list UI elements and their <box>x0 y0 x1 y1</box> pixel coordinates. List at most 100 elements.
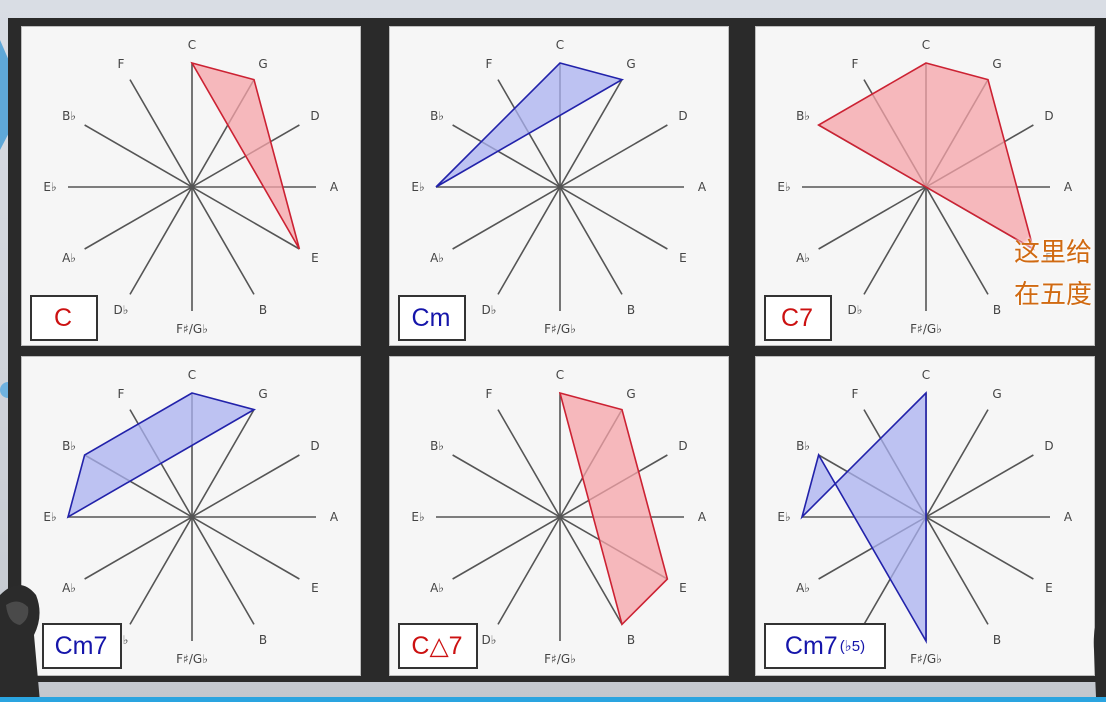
note-label: B♭ <box>796 439 810 453</box>
note-label: G <box>626 387 635 401</box>
note-label: F <box>486 387 493 401</box>
note-label: A♭ <box>796 251 810 265</box>
note-label: F♯/G♭ <box>176 322 208 336</box>
note-label: A <box>698 510 707 524</box>
chord-polygon <box>66 392 257 519</box>
note-label: D <box>1044 439 1053 453</box>
note-label: D <box>1044 109 1053 123</box>
note-label: A <box>1064 180 1073 194</box>
note-label: D <box>310 439 319 453</box>
subtitle-line-2: 在五度 <box>1014 280 1093 310</box>
note-label: A♭ <box>430 251 444 265</box>
note-label: D <box>678 439 687 453</box>
note-label: C <box>188 38 196 52</box>
chord-name: Cm <box>411 303 451 332</box>
note-label: D♭ <box>482 303 497 317</box>
chord-panel-cmaj7: C G D A E B F♯/G♭ D♭ A♭ E♭ B♭ F C△7 <box>389 356 729 676</box>
note-label: C <box>188 368 196 382</box>
note-label: A <box>698 180 707 194</box>
note-label: E <box>311 251 319 265</box>
note-label: D♭ <box>482 633 497 647</box>
presenter-silhouette <box>0 585 40 702</box>
note-label: B <box>627 633 635 647</box>
bottom-accent-bar <box>0 697 1106 702</box>
chord-panel-c: C G D A E B F♯/G♭ D♭ A♭ E♭ B♭ F C <box>21 26 361 346</box>
note-label: C <box>556 38 564 52</box>
note-label: D <box>310 109 319 123</box>
note-label: B <box>627 303 635 317</box>
chord-polygon <box>558 391 669 626</box>
note-label: A♭ <box>62 251 76 265</box>
chord-panel-cm: C G D A E B F♯/G♭ D♭ A♭ E♭ B♭ F Cm <box>389 26 729 346</box>
chord-name-box: C <box>30 295 98 341</box>
chord-suffix: (♭5) <box>839 638 866 655</box>
note-label: B <box>993 633 1001 647</box>
note-label: A♭ <box>430 581 444 595</box>
note-label: A♭ <box>796 581 810 595</box>
chord-name-box: C7 <box>764 295 832 341</box>
chord-polygon <box>435 62 625 188</box>
note-label: F♯/G♭ <box>910 652 942 666</box>
note-label: E♭ <box>43 510 56 524</box>
chord-name-box: Cm7 <box>42 623 122 669</box>
note-label: D <box>678 109 687 123</box>
note-label: G <box>992 57 1001 71</box>
note-label: B♭ <box>62 439 76 453</box>
note-label: B <box>259 303 267 317</box>
note-label: F <box>852 57 859 71</box>
note-label: F <box>852 387 859 401</box>
note-label: E <box>679 581 687 595</box>
chord-panel-c7: C G D A E B F♯/G♭ D♭ A♭ E♭ B♭ F C7 <box>755 26 1095 346</box>
note-label: B♭ <box>796 109 810 123</box>
note-label: G <box>258 387 267 401</box>
note-label: B♭ <box>430 439 444 453</box>
note-label: G <box>992 387 1001 401</box>
chord-polygon <box>800 391 927 644</box>
note-label: A <box>330 510 339 524</box>
note-label: F <box>118 387 125 401</box>
note-label: G <box>258 57 267 71</box>
note-label: C <box>922 38 930 52</box>
note-label: C <box>922 368 930 382</box>
note-label: E♭ <box>43 180 56 194</box>
note-label: A <box>1064 510 1073 524</box>
subtitle-line-1: 这里给 <box>1014 238 1093 268</box>
note-label: E♭ <box>777 510 790 524</box>
note-label: B <box>259 633 267 647</box>
wheel-spoke <box>497 409 623 625</box>
note-label: D♭ <box>114 303 129 317</box>
note-label: F <box>486 57 493 71</box>
note-label: E♭ <box>411 510 424 524</box>
note-label: F♯/G♭ <box>176 652 208 666</box>
note-label: E <box>311 581 319 595</box>
chord-name-box: C△7 <box>398 623 478 669</box>
note-label: E <box>679 251 687 265</box>
note-label: E <box>1045 581 1053 595</box>
note-label: D♭ <box>848 303 863 317</box>
note-label: E♭ <box>777 180 790 194</box>
note-label: A <box>330 180 339 194</box>
chord-name: Cm7 <box>54 631 108 660</box>
note-label: E♭ <box>411 180 424 194</box>
note-label: G <box>626 57 635 71</box>
chord-name: Cm7 <box>784 631 838 660</box>
note-label: E <box>1045 251 1053 265</box>
note-label: B♭ <box>62 109 76 123</box>
chord-name-box: Cm <box>398 295 466 341</box>
note-label: C <box>556 368 564 382</box>
chord-name: C <box>53 303 73 332</box>
subtitle-overlay: 这里给 在五度 <box>1014 232 1106 322</box>
chord-name: C7 <box>781 303 813 332</box>
presenter-silhouette-right <box>1093 600 1106 697</box>
note-label: F♯/G♭ <box>910 322 942 336</box>
chord-name-box: Cm7 (♭5) <box>764 623 886 669</box>
chord-name: C△7 <box>411 632 463 660</box>
note-label: A♭ <box>62 581 76 595</box>
